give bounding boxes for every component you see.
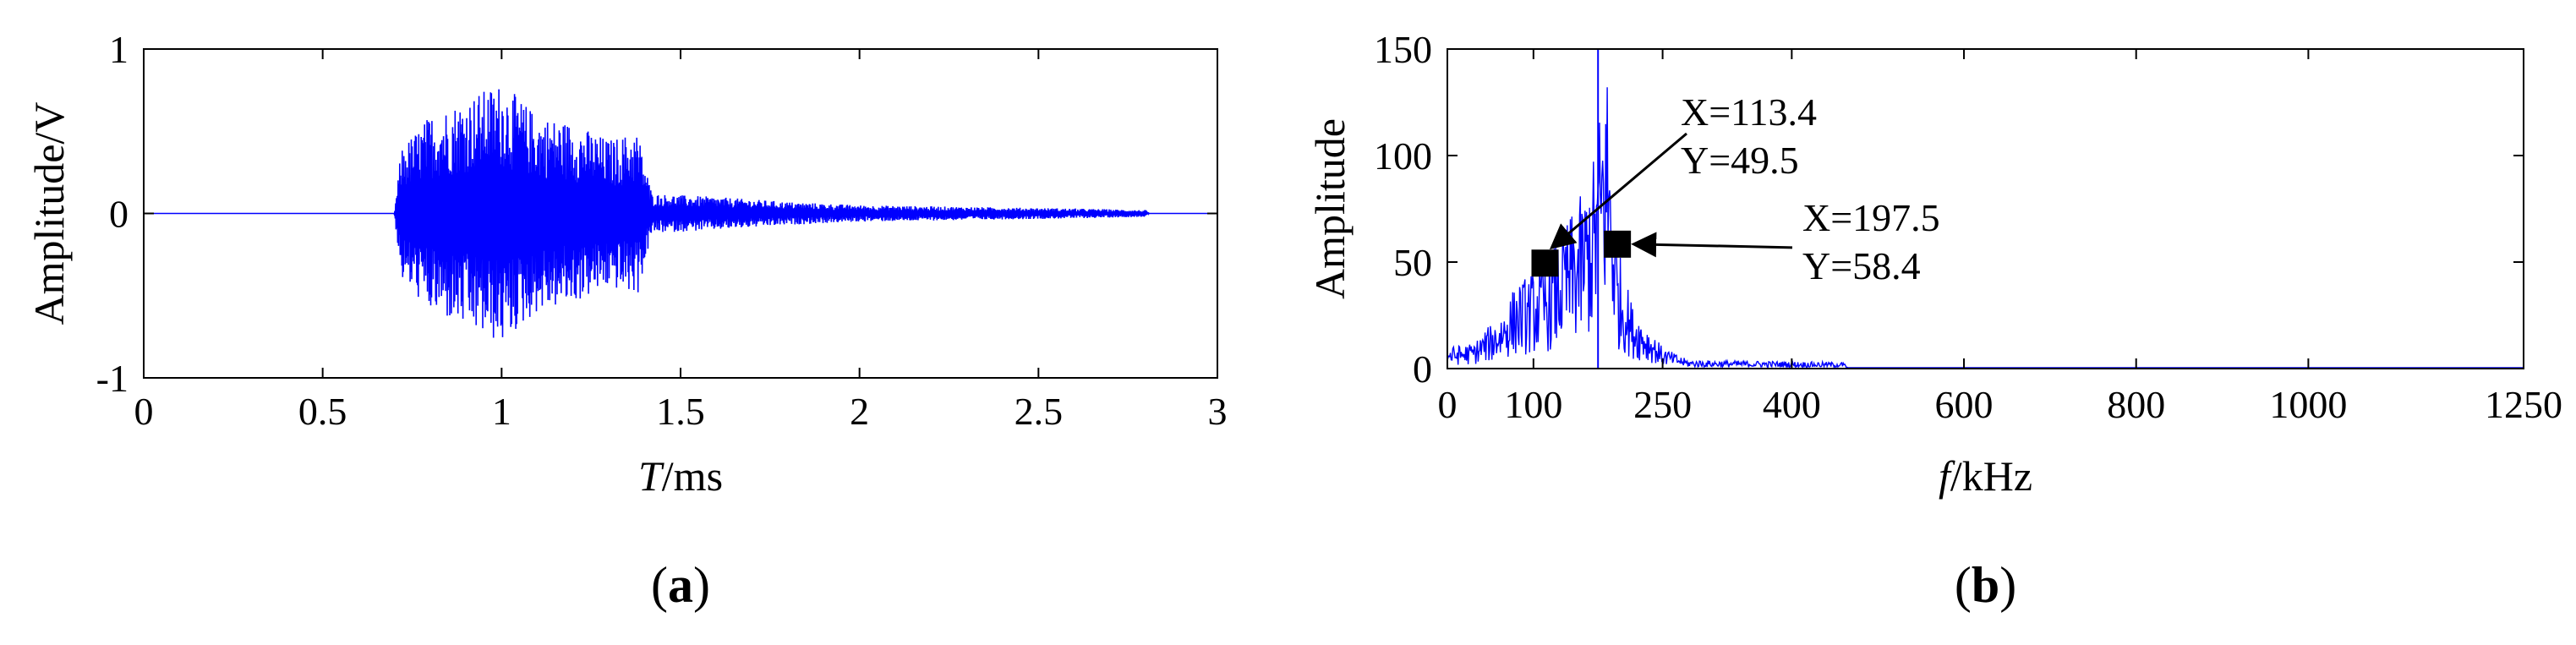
panel-a-y-tick-label: 1	[109, 28, 129, 71]
panel-b-datatip-x-label: X=113.4	[1681, 90, 1817, 134]
panel-b-y-tick-label: 50	[1393, 241, 1432, 284]
panel-a-x-tick-label: 2.5	[1015, 390, 1064, 433]
panel-b-datatip-y-label: Y=49.5	[1681, 139, 1799, 182]
panel-b-x-tick-label: 250	[1633, 383, 1692, 426]
panel-b-spectrum-line	[1447, 87, 2524, 369]
panel-b-datatip-marker	[1531, 249, 1559, 277]
panel-a-x-tick-label: 1.5	[656, 390, 705, 433]
panel-b-x-tick-label: 1250	[2485, 383, 2562, 426]
panel-b-plot-area	[1447, 49, 2524, 369]
panel-a-label: (a)	[651, 557, 710, 613]
panel-b-x-tick-label: 1000	[2269, 383, 2347, 426]
panel-b-x-tick-label: 100	[1504, 383, 1562, 426]
panel-b-y-tick-label: 0	[1413, 347, 1432, 391]
panel-a-x-axis-symbol: T	[638, 452, 665, 500]
panel-b-annotations: X=113.4 Y=49.5X=197.5 Y=58.4	[1531, 90, 1940, 287]
panel-b-frequency-spectrum: 0 100 250 400 600 800 1000 1250 0 50 100 150 X=113.…	[1306, 28, 2562, 613]
panel-b-datatip-arrow	[1631, 232, 1793, 258]
panel-a-x-tick-label: 3	[1208, 390, 1228, 433]
panel-b-y-tick-label: 150	[1374, 28, 1432, 71]
panel-a-y-tick-label: 0	[109, 193, 129, 236]
panel-b-axes-frame	[1447, 48, 2524, 369]
panel-b-datatip-y-label: Y=58.4	[1802, 244, 1921, 287]
panel-a-time-domain: 0 0.5 1 1.5 2 2.5 3-101 Amplitude/V T/ms (a)	[25, 28, 1228, 613]
panel-b-datatip-marker	[1604, 230, 1632, 258]
panel-b-datatip-x-label: X=197.5	[1802, 196, 1940, 239]
panel-b-label: (b)	[1955, 557, 2016, 613]
panel-b-x-tick-label: 0	[1438, 383, 1458, 426]
panel-b-x-tick-label: 800	[2107, 383, 2165, 426]
panel-b-y-axis-label: Amplitude	[1306, 118, 1354, 299]
panel-a-y-axis-label: Amplitude/V	[25, 102, 73, 325]
panel-a-x-axis-unit: /ms	[662, 452, 723, 500]
panel-a-y-tick-label: -1	[96, 357, 129, 400]
panel-a-plot-area	[144, 89, 1217, 338]
panel-a-x-tick-label: 2	[850, 390, 869, 433]
panel-a-x-tick-label: 0.5	[298, 390, 347, 433]
panel-a-waveform-line	[144, 89, 1217, 338]
panel-a-x-tick-label: 1	[492, 390, 511, 433]
panel-b-x-axis-label: f/kHz	[1939, 452, 2032, 500]
panel-a-x-axis-label: T/ms	[638, 452, 723, 500]
panel-b-ticks: 0 100 250 400 600 800 1000 1250 0 50 100 150	[1374, 28, 2562, 426]
panel-b-x-tick-label: 600	[1935, 383, 1994, 426]
panel-b-y-tick-label: 100	[1374, 134, 1432, 178]
panel-b-x-tick-label: 400	[1763, 383, 1821, 426]
panel-a-ticks: 0 0.5 1 1.5 2 2.5 3-101	[96, 28, 1228, 433]
panel-b-x-axis-unit: /kHz	[1950, 452, 2032, 500]
panel-a-x-tick-label: 0	[134, 390, 154, 433]
panel-b-datatip-arrow	[1549, 132, 1687, 250]
